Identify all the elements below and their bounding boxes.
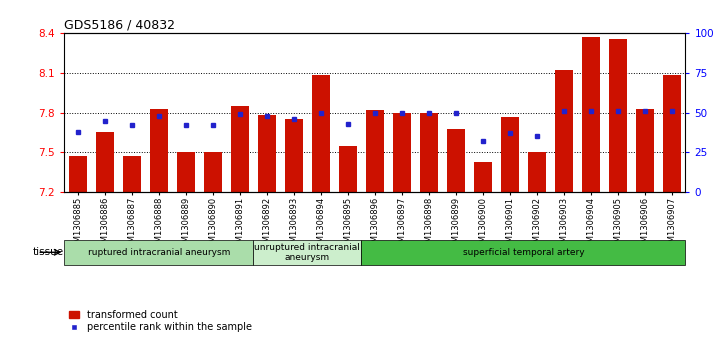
Bar xyxy=(609,39,627,192)
Bar xyxy=(366,110,383,192)
Bar xyxy=(501,117,518,192)
Text: superficial temporal artery: superficial temporal artery xyxy=(463,248,584,257)
Bar xyxy=(420,113,438,192)
Bar xyxy=(474,162,492,192)
Bar xyxy=(69,156,86,192)
Bar xyxy=(447,129,465,192)
Bar xyxy=(636,109,654,192)
Bar xyxy=(64,240,253,265)
Bar xyxy=(253,240,361,265)
Bar xyxy=(285,119,303,192)
Bar xyxy=(177,152,195,192)
Bar xyxy=(339,146,356,192)
Bar xyxy=(96,132,114,192)
Bar xyxy=(258,115,276,192)
Text: tissue: tissue xyxy=(33,247,64,257)
Bar xyxy=(582,37,600,192)
Bar xyxy=(555,70,573,192)
Bar xyxy=(231,106,248,192)
Text: ruptured intracranial aneurysm: ruptured intracranial aneurysm xyxy=(88,248,230,257)
Bar xyxy=(393,113,411,192)
Bar xyxy=(204,152,221,192)
Bar xyxy=(361,240,685,265)
Bar xyxy=(123,156,141,192)
Text: GDS5186 / 40832: GDS5186 / 40832 xyxy=(64,19,175,32)
Bar xyxy=(150,109,168,192)
Bar xyxy=(312,75,330,192)
Legend: transformed count, percentile rank within the sample: transformed count, percentile rank withi… xyxy=(69,310,251,332)
Text: unruptured intracranial
aneurysm: unruptured intracranial aneurysm xyxy=(254,242,361,262)
Bar xyxy=(663,75,680,192)
Bar xyxy=(528,152,545,192)
